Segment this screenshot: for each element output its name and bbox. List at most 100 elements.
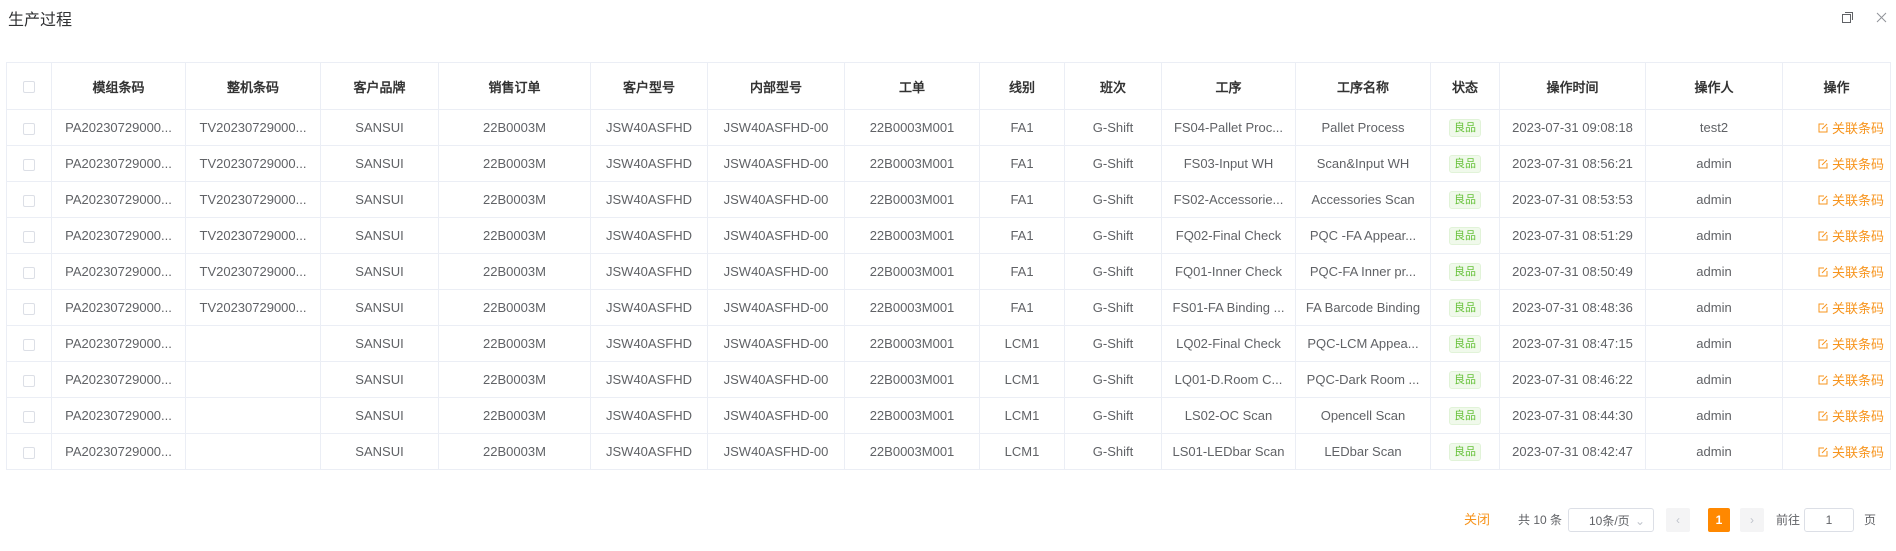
table-cell: JSW40ASFHD-00 [707, 433, 845, 470]
link-barcode-button[interactable]: 关联条码 [1818, 190, 1884, 209]
select-all-checkbox[interactable] [23, 81, 35, 94]
row-checkbox[interactable] [23, 374, 35, 387]
table-cell: TV20230729000... [185, 217, 321, 254]
table-cell [185, 325, 321, 362]
row-checkbox[interactable] [23, 158, 35, 171]
link-barcode-label: 关联条码 [1831, 157, 1884, 172]
status-cell: 良品 [1430, 181, 1500, 218]
production-process-table: 模组条码 整机条码 客户品牌 销售订单 客户型号 内部型号 工单 线别 班次 工序 工序名称 状态 操作… [6, 62, 1891, 470]
link-barcode-label: 关联条码 [1831, 229, 1884, 244]
table-cell: SANSUI [320, 109, 439, 146]
edit-icon [1818, 159, 1828, 168]
link-barcode-button[interactable]: 关联条码 [1818, 298, 1884, 317]
link-barcode-button[interactable]: 关联条码 [1818, 154, 1884, 173]
goto-page-input[interactable] [1804, 508, 1854, 532]
next-page-button[interactable]: › [1740, 508, 1764, 532]
table-cell: JSW40ASFHD [590, 433, 708, 470]
table-cell: FQ01-Inner Check [1161, 253, 1296, 290]
action-cell: 关联条码 [1782, 109, 1891, 146]
table-cell: G-Shift [1064, 325, 1162, 362]
column-header: 操作人 [1645, 62, 1783, 110]
table-cell: JSW40ASFHD-00 [707, 145, 845, 182]
table-cell: 22B0003M001 [844, 145, 980, 182]
page-1-button[interactable]: 1 [1708, 508, 1730, 532]
table-cell [185, 433, 321, 470]
row-checkbox[interactable] [23, 446, 35, 459]
row-checkbox[interactable] [23, 230, 35, 243]
link-barcode-label: 关联条码 [1831, 121, 1884, 136]
table-cell: PA20230729000... [51, 253, 186, 290]
table-cell: 22B0003M [438, 361, 591, 398]
page-size-select[interactable]: 10条/页 ⌄ [1568, 508, 1654, 532]
table-cell: 22B0003M001 [844, 181, 980, 218]
table-cell: JSW40ASFHD [590, 217, 708, 254]
link-barcode-button[interactable]: 关联条码 [1818, 262, 1884, 281]
table-cell: TV20230729000... [185, 289, 321, 326]
row-checkbox[interactable] [23, 194, 35, 207]
maximize-icon[interactable] [1838, 8, 1856, 26]
edit-icon [1818, 231, 1828, 240]
table-cell: PA20230729000... [51, 181, 186, 218]
row-checkbox[interactable] [23, 410, 35, 423]
edit-icon [1818, 447, 1828, 456]
table-cell: G-Shift [1064, 109, 1162, 146]
table-cell: 22B0003M [438, 397, 591, 434]
table-cell: FS03-Input WH [1161, 145, 1296, 182]
close-icon[interactable] [1872, 8, 1890, 26]
table-cell: JSW40ASFHD-00 [707, 181, 845, 218]
action-cell: 关联条码 [1782, 325, 1891, 362]
table-row: PA20230729000... SANSUI 22B0003M JSW40ASFHD… [6, 325, 1891, 362]
row-checkbox[interactable] [23, 122, 35, 135]
table-cell: admin [1645, 325, 1783, 362]
table-cell: 22B0003M001 [844, 325, 980, 362]
action-cell: 关联条码 [1782, 289, 1891, 326]
link-barcode-label: 关联条码 [1831, 337, 1884, 352]
table-cell: JSW40ASFHD-00 [707, 325, 845, 362]
row-checkbox[interactable] [23, 302, 35, 315]
link-barcode-label: 关联条码 [1831, 373, 1884, 388]
table-cell: 2023-07-31 08:51:29 [1499, 217, 1646, 254]
table-cell: PA20230729000... [51, 397, 186, 434]
table-cell: admin [1645, 181, 1783, 218]
table-cell: LCM1 [979, 361, 1065, 398]
table-cell: PA20230729000... [51, 289, 186, 326]
table-cell: LCM1 [979, 325, 1065, 362]
table-cell: 2023-07-31 08:50:49 [1499, 253, 1646, 290]
table-cell: JSW40ASFHD [590, 109, 708, 146]
link-barcode-button[interactable]: 关联条码 [1818, 226, 1884, 245]
column-header: 工序 [1161, 62, 1296, 110]
status-cell: 良品 [1430, 217, 1500, 254]
action-cell: 关联条码 [1782, 433, 1891, 470]
table-cell: LEDbar Scan [1295, 433, 1431, 470]
table-cell: JSW40ASFHD [590, 253, 708, 290]
link-barcode-button[interactable]: 关联条码 [1818, 334, 1884, 353]
status-badge: 良品 [1449, 226, 1481, 245]
link-barcode-button[interactable]: 关联条码 [1818, 442, 1884, 461]
link-barcode-button[interactable]: 关联条码 [1818, 406, 1884, 425]
table-cell: FA1 [979, 217, 1065, 254]
table-cell: SANSUI [320, 181, 439, 218]
column-header: 客户品牌 [320, 62, 439, 110]
close-button[interactable]: 关闭 [1464, 512, 1491, 527]
table-cell: 2023-07-31 08:53:53 [1499, 181, 1646, 218]
table-cell: 22B0003M001 [844, 217, 980, 254]
link-barcode-button[interactable]: 关联条码 [1818, 370, 1884, 389]
link-barcode-label: 关联条码 [1831, 301, 1884, 316]
table-cell: PA20230729000... [51, 145, 186, 182]
link-barcode-button[interactable]: 关联条码 [1818, 118, 1884, 137]
action-cell: 关联条码 [1782, 145, 1891, 182]
table-cell: 22B0003M001 [844, 289, 980, 326]
table-cell: 2023-07-31 08:46:22 [1499, 361, 1646, 398]
row-select-cell [6, 109, 52, 146]
table-cell: Pallet Process [1295, 109, 1431, 146]
goto-label: 前往 [1776, 513, 1801, 527]
row-checkbox[interactable] [23, 266, 35, 279]
table-cell: Scan&Input WH [1295, 145, 1431, 182]
table-cell: admin [1645, 361, 1783, 398]
table-cell: FA1 [979, 181, 1065, 218]
row-checkbox[interactable] [23, 338, 35, 351]
table-cell: 22B0003M [438, 253, 591, 290]
table-cell: LQ01-D.Room C... [1161, 361, 1296, 398]
prev-page-button[interactable]: ‹ [1666, 508, 1690, 532]
status-cell: 良品 [1430, 325, 1500, 362]
